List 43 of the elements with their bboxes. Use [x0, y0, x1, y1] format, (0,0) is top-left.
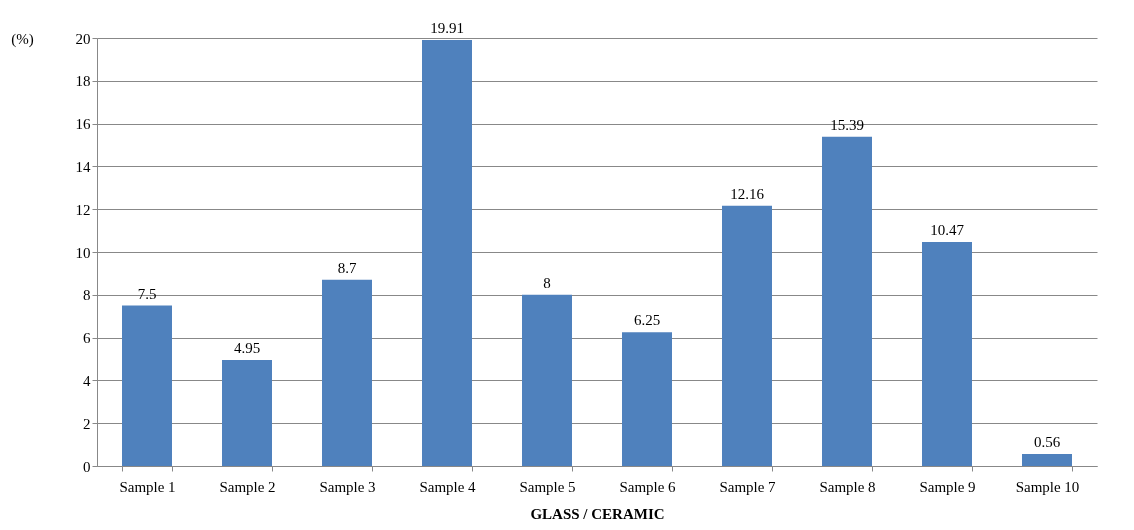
data-label: 8.7 — [337, 259, 357, 276]
data-label: 10.47 — [930, 221, 965, 238]
y-tick-label: 20 — [75, 30, 91, 47]
bar — [722, 205, 772, 466]
data-label: 15.39 — [830, 116, 864, 133]
bar — [822, 136, 872, 466]
data-label: 12.16 — [730, 185, 765, 202]
data-label: 6.25 — [633, 312, 661, 329]
x-tick-label: Sample 10 — [1015, 478, 1080, 495]
y-tick-label: 8 — [83, 287, 91, 304]
y-tick-label: 6 — [83, 330, 91, 347]
bar — [322, 279, 372, 466]
y-axis-title: (%) — [11, 30, 34, 48]
x-axis-title: GLASS / CERAMIC — [530, 505, 665, 522]
bar — [522, 294, 572, 466]
bar — [622, 332, 672, 466]
y-tick-label: 2 — [83, 415, 91, 432]
bar — [922, 241, 972, 466]
bar — [222, 360, 272, 466]
x-tick-label: Sample 3 — [319, 478, 376, 495]
x-tick-label: Sample 2 — [219, 478, 276, 495]
y-tick-label: 18 — [75, 73, 91, 90]
x-tick-label: Sample 5 — [519, 478, 576, 495]
bar — [1022, 454, 1072, 466]
y-tick-label: 12 — [75, 201, 91, 218]
data-label: 19.91 — [430, 19, 464, 36]
data-label: 0.56 — [1033, 434, 1061, 451]
x-tick-label: Sample 8 — [819, 478, 876, 495]
y-tick-label: 4 — [83, 372, 91, 389]
y-tick-label: 16 — [75, 116, 91, 133]
x-tick-label: Sample 6 — [619, 478, 677, 495]
data-label: 8 — [543, 274, 551, 291]
x-tick-label: Sample 7 — [719, 478, 777, 495]
data-label: 4.95 — [233, 340, 261, 357]
x-tick-label: Sample 9 — [919, 478, 976, 495]
bar — [122, 305, 172, 466]
y-tick-label: 14 — [75, 158, 91, 175]
y-tick-label: 10 — [75, 244, 91, 261]
bar — [422, 39, 472, 466]
x-tick-label: Sample 1 — [119, 478, 176, 495]
x-tick-label: Sample 4 — [419, 478, 477, 495]
y-tick-label: 0 — [83, 458, 91, 475]
data-label: 7.5 — [137, 285, 157, 302]
